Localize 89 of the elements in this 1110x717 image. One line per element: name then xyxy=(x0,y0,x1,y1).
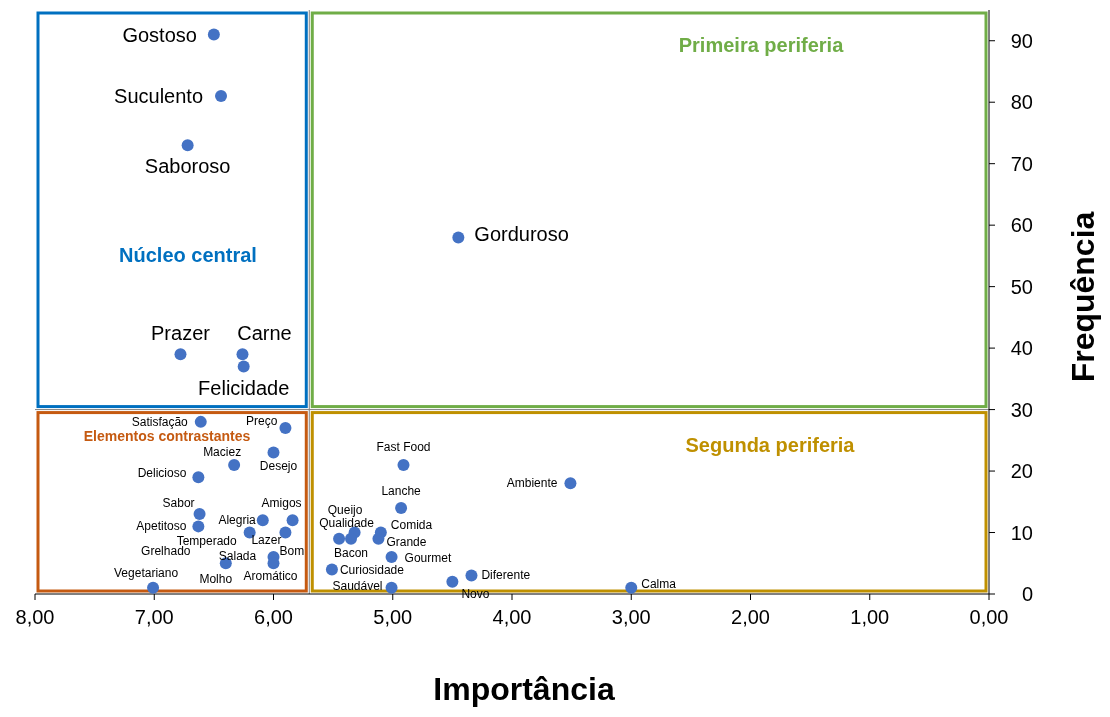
annotation: Diferente xyxy=(481,567,531,582)
point xyxy=(446,575,459,588)
x-axis-title: Importância xyxy=(433,671,615,707)
annotation: Maciez xyxy=(203,444,242,459)
point xyxy=(207,28,220,41)
annotation: Lazer xyxy=(251,532,282,547)
point xyxy=(215,90,228,103)
annotation: Curiosidade xyxy=(339,563,405,578)
annotation: Saudável xyxy=(332,578,383,593)
point xyxy=(465,569,478,582)
point xyxy=(181,139,194,152)
point xyxy=(192,471,205,484)
annotation: Alegria xyxy=(218,513,257,528)
annotation: Suculento xyxy=(114,85,204,108)
x-tick-label: 7,00 xyxy=(134,606,174,628)
point xyxy=(174,348,187,361)
y-axis-title: Frequência xyxy=(1065,211,1101,383)
x-tick-label: 0,00 xyxy=(969,606,1009,628)
point xyxy=(385,581,398,594)
point xyxy=(256,514,269,527)
point xyxy=(452,231,465,244)
annotation: Bom xyxy=(279,544,305,559)
y-tick-label: 80 xyxy=(1010,91,1033,114)
annotation: Felicidade xyxy=(198,376,290,399)
annotation: Saboroso xyxy=(144,155,231,178)
point xyxy=(192,520,205,533)
x-tick-label: 5,00 xyxy=(373,606,413,628)
annotation: Delicioso xyxy=(137,466,187,481)
annotation: Gostoso xyxy=(122,23,197,46)
point xyxy=(395,501,408,514)
y-tick-label: 10 xyxy=(1010,521,1033,544)
y-tick-label: 0 xyxy=(1021,583,1033,605)
point xyxy=(279,422,292,435)
point xyxy=(236,348,249,361)
annotation: Salada xyxy=(218,549,257,564)
x-tick-label: 3,00 xyxy=(611,606,651,628)
point xyxy=(267,446,280,459)
annotation: Prazer xyxy=(151,322,211,345)
point xyxy=(194,415,207,428)
point xyxy=(286,514,299,527)
x-tick-label: 4,00 xyxy=(492,606,532,628)
annotation: Bacon xyxy=(334,545,369,560)
annotation: Amigos xyxy=(261,496,302,511)
point xyxy=(147,581,160,594)
annotation: Calma xyxy=(641,576,677,591)
point xyxy=(193,508,206,521)
y-tick-label: 70 xyxy=(1010,152,1033,175)
x-tick-label: 2,00 xyxy=(731,606,770,628)
annotation: Lanche xyxy=(381,483,422,498)
annotation: Vegetariano xyxy=(114,565,179,580)
y-tick-label: 50 xyxy=(1010,275,1033,298)
annotation: Apetitoso xyxy=(136,519,187,534)
y-tick-label: 30 xyxy=(1010,398,1033,421)
annotation: Desejo xyxy=(259,458,298,473)
annotation: Queijo xyxy=(327,502,363,517)
point xyxy=(237,360,250,373)
annotation: Preço xyxy=(246,414,278,429)
annotation: Gourmet xyxy=(404,551,452,566)
point xyxy=(564,477,577,490)
annotation: Carne xyxy=(237,322,292,345)
annotation: Gorduroso xyxy=(474,223,569,246)
y-tick-label: 20 xyxy=(1010,460,1033,483)
x-tick-label: 8,00 xyxy=(15,606,55,628)
annotation: Qualidade xyxy=(319,515,375,530)
annotation: Satisfação xyxy=(131,414,189,429)
point xyxy=(325,563,338,576)
annotation: Fast Food xyxy=(376,439,431,454)
point xyxy=(385,551,398,564)
annotation: Núcleo central xyxy=(119,244,257,266)
y-tick-label: 40 xyxy=(1010,337,1033,360)
annotation: Primeira periferia xyxy=(678,34,845,56)
x-tick-label: 6,00 xyxy=(254,606,293,628)
annotation: Ambiente xyxy=(506,476,558,491)
annotation: Grande xyxy=(386,534,427,549)
y-tick-label: 60 xyxy=(1010,214,1033,237)
y-tick-label: 90 xyxy=(1010,29,1033,52)
annotation: Comida xyxy=(390,517,433,532)
annotation: Segunda periferia xyxy=(685,434,856,456)
point xyxy=(228,458,241,471)
annotation: Elementos contrastantes xyxy=(83,428,251,444)
x-tick-label: 1,00 xyxy=(850,606,890,628)
annotation: Novo xyxy=(461,586,490,601)
point xyxy=(397,458,410,471)
point xyxy=(625,581,638,594)
annotation: Aromático xyxy=(243,569,298,584)
annotation: Molho xyxy=(199,572,233,587)
point xyxy=(333,532,346,545)
point xyxy=(345,532,358,545)
annotation: Sabor xyxy=(162,496,195,511)
